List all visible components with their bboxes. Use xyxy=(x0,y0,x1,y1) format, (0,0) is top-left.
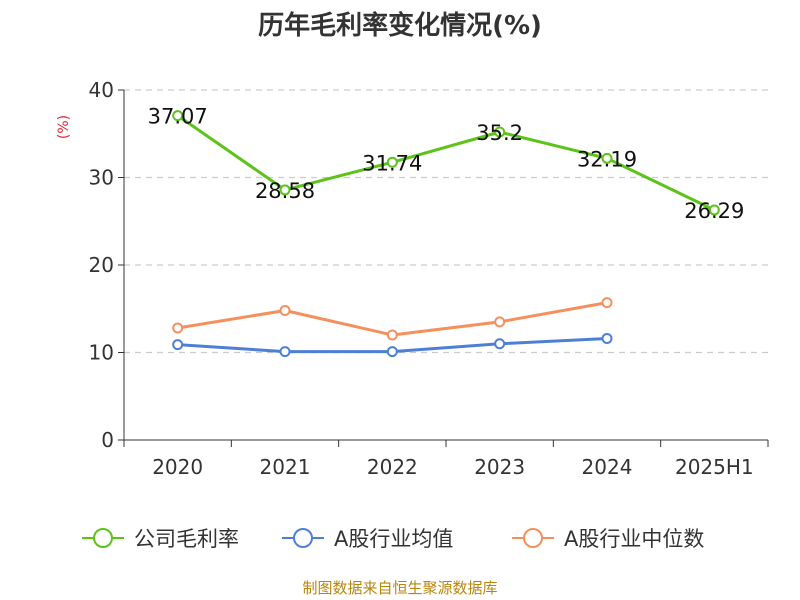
data-label-2020: 37.07 xyxy=(148,105,208,129)
series-1-point-2022 xyxy=(386,346,398,358)
legend-marker-0 xyxy=(93,528,113,548)
y-tick-label-40: 40 xyxy=(89,78,114,102)
y-tick-label-30: 30 xyxy=(89,166,114,190)
axes: 0 10 20 30 40 2020 2021 2022 2023 2024 2025H1 xyxy=(89,78,769,479)
y-tick-label-20: 20 xyxy=(89,253,114,277)
series-1-point-2024 xyxy=(601,333,613,344)
series-0-point-2025H1 xyxy=(708,204,720,216)
legend-item-2: A股行业中位数 xyxy=(512,527,704,551)
data-label-2023: 35.2 xyxy=(476,121,523,145)
series-1-point-2020 xyxy=(172,339,184,351)
chart-title: 历年毛利率变化情况(%) xyxy=(258,10,542,41)
x-tick-label-2022: 2022 xyxy=(367,455,418,479)
series-group xyxy=(172,110,720,358)
legend-item-0: 公司毛利率 xyxy=(82,527,239,551)
series-2-point-2020 xyxy=(172,322,184,334)
legend-marker-1 xyxy=(293,528,313,548)
legend-label-0: 公司毛利率 xyxy=(134,527,239,551)
x-tick-label-2025H1: 2025H1 xyxy=(675,455,754,479)
x-tick-label-2023: 2023 xyxy=(474,455,525,479)
series-0-point-2024 xyxy=(601,152,613,164)
series-1-point-2021 xyxy=(279,346,291,358)
x-tick-label-2021: 2021 xyxy=(260,455,311,479)
x-tick-label-2020: 2020 xyxy=(152,455,203,479)
data-label-2025H1: 26.29 xyxy=(684,199,744,223)
series-0-point-2021 xyxy=(279,184,291,196)
series-1-point-2023 xyxy=(494,338,506,350)
data-label-2022: 31.74 xyxy=(362,151,422,175)
series-0-point-2020 xyxy=(172,110,184,122)
series-2-point-2024 xyxy=(601,297,613,309)
data-label-2021: 28.58 xyxy=(255,179,315,203)
series-0-point-2023 xyxy=(494,126,506,138)
x-tick-label-2024: 2024 xyxy=(582,455,633,479)
series-2-point-2023 xyxy=(494,316,506,328)
series-2-point-2021 xyxy=(279,305,291,316)
legend-label-1: A股行业均值 xyxy=(334,527,453,551)
data-labels: 37.07 28.58 31.74 35.2 32.19 26.29 xyxy=(148,105,745,223)
legend-item-1: A股行业均值 xyxy=(282,527,453,551)
legend: 公司毛利率 A股行业均值 A股行业中位数 xyxy=(82,527,704,551)
y-tick-label-0: 0 xyxy=(101,428,114,452)
data-label-2024: 32.19 xyxy=(577,147,637,171)
legend-label-2: A股行业中位数 xyxy=(564,527,704,551)
y-tick-label-10: 10 xyxy=(89,341,114,365)
series-line-0 xyxy=(176,114,715,212)
y-axis-unit: (%) xyxy=(56,115,72,139)
source-note: 制图数据来自恒生聚源数据库 xyxy=(302,579,497,597)
series-0-point-2022 xyxy=(386,156,398,168)
legend-marker-2 xyxy=(523,528,543,548)
series-2-point-2022 xyxy=(386,329,398,341)
grid xyxy=(124,89,768,354)
